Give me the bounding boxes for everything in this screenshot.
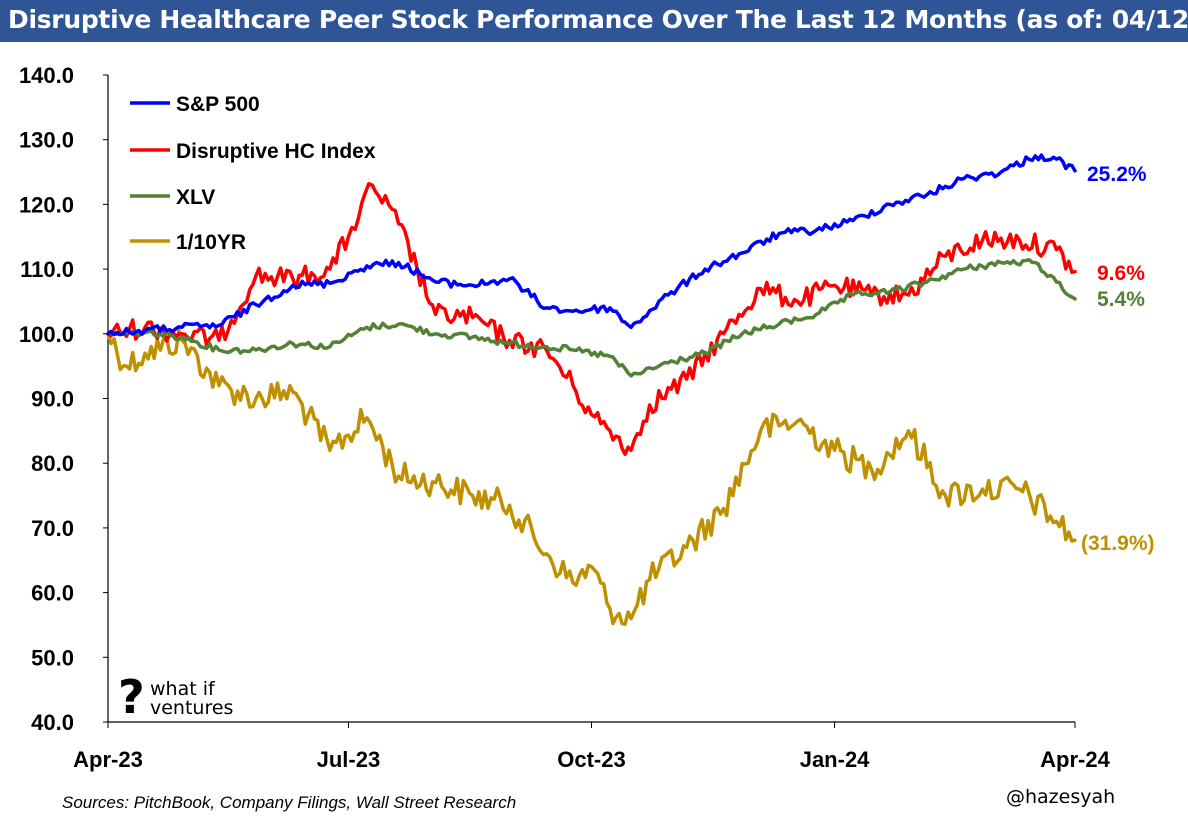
- y-tick-label: 120.0: [19, 192, 74, 217]
- x-tick-label: Jul-23: [317, 747, 381, 772]
- series-end-label: (31.9%): [1081, 532, 1155, 555]
- logo-line-2: ventures: [150, 697, 234, 719]
- y-tick-label: 80.0: [31, 451, 74, 476]
- legend-label: XLV: [176, 186, 215, 209]
- legend-label: 1/10YR: [176, 231, 246, 254]
- y-tick-label: 90.0: [31, 387, 74, 412]
- x-tick-label: Apr-24: [1040, 747, 1110, 772]
- series-line: [106, 182, 1077, 457]
- x-tick-label: Oct-23: [557, 747, 625, 772]
- y-tick-label: 70.0: [31, 516, 74, 541]
- y-tick-label: 110.0: [20, 257, 74, 282]
- line-chart: 140.0 130.0 120.0 110.0 100.0 90.0 80.0 70.0 60.…: [19, 63, 1155, 772]
- chart-axes: 140.0 130.0 120.0 110.0 100.0 90.0 80.0 70.0 60.…: [19, 63, 1111, 772]
- y-tick-label: 130.0: [19, 128, 74, 153]
- series-end-labels: 25.2% 9.6% 5.4% (31.9%): [1081, 163, 1155, 555]
- y-tick-label: 60.0: [31, 581, 74, 606]
- x-tick-label: Apr-23: [73, 747, 143, 772]
- series-line: [106, 257, 1077, 378]
- author-handle: @hazesyah: [1006, 786, 1116, 808]
- y-tick-label: 140.0: [19, 63, 74, 88]
- series-lines: [106, 153, 1077, 626]
- legend-label: S&P 500: [176, 93, 260, 116]
- series-end-label: 9.6%: [1097, 262, 1145, 285]
- y-tick-label: 40.0: [31, 710, 74, 735]
- question-mark-icon: ?: [118, 670, 145, 724]
- series-line: [106, 328, 1077, 626]
- x-tick-label: Jan-24: [800, 747, 870, 772]
- source-note: Sources: PitchBook, Company Filings, Wal…: [62, 793, 517, 812]
- series-end-label: 25.2%: [1087, 163, 1147, 186]
- logo-line-1: what if: [150, 678, 215, 700]
- series-line: [106, 153, 1077, 337]
- legend-label: Disruptive HC Index: [176, 140, 376, 163]
- y-tick-label: 100.0: [19, 322, 74, 347]
- chart-title: Disruptive Healthcare Peer Stock Perform…: [8, 5, 1188, 34]
- series-end-label: 5.4%: [1097, 288, 1145, 311]
- y-tick-label: 50.0: [31, 645, 74, 670]
- title-bar: Disruptive Healthcare Peer Stock Perform…: [0, 0, 1188, 42]
- chart-legend: S&P 500 Disruptive HC Index XLV 1/10YR: [130, 93, 376, 254]
